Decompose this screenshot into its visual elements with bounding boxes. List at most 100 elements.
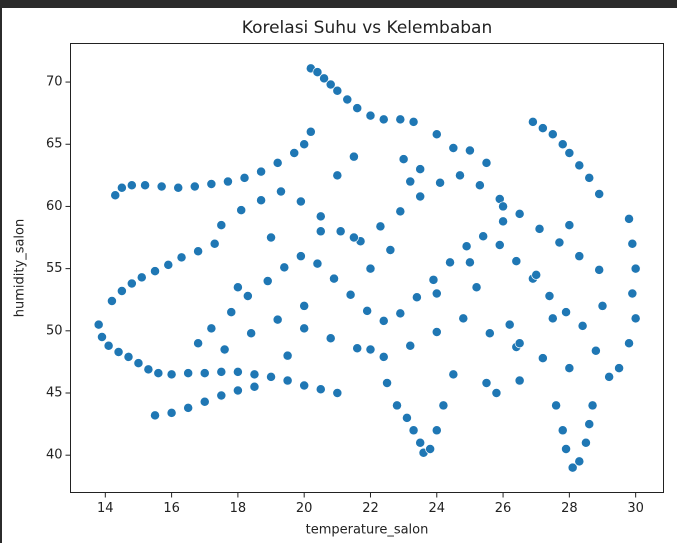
point xyxy=(332,85,343,96)
point xyxy=(405,176,416,187)
point xyxy=(498,216,509,227)
point xyxy=(471,282,482,293)
point xyxy=(262,276,273,287)
point xyxy=(494,240,505,250)
point xyxy=(199,368,210,379)
point xyxy=(630,263,641,274)
point xyxy=(348,232,359,243)
point xyxy=(385,245,396,255)
x-tick-label: 20 xyxy=(296,501,313,516)
point xyxy=(249,369,260,380)
point xyxy=(232,282,243,293)
point xyxy=(299,380,310,391)
point xyxy=(242,291,253,301)
point xyxy=(395,114,406,125)
point xyxy=(375,221,386,232)
point xyxy=(378,351,389,362)
point xyxy=(345,289,356,300)
point xyxy=(448,143,459,153)
point xyxy=(325,333,336,344)
point xyxy=(312,258,323,269)
point xyxy=(630,313,641,324)
point xyxy=(415,437,426,448)
point xyxy=(624,213,634,224)
chart-title: Korelasi Suhu vs Kelembaban xyxy=(242,18,492,38)
point xyxy=(604,371,615,382)
point xyxy=(183,402,194,413)
point xyxy=(299,323,310,334)
point xyxy=(299,139,310,150)
point xyxy=(352,103,363,114)
point xyxy=(319,73,330,84)
point xyxy=(392,400,402,411)
x-tick-label: 24 xyxy=(429,501,446,516)
point xyxy=(527,116,538,127)
point xyxy=(266,371,276,382)
point xyxy=(166,407,177,418)
point xyxy=(315,384,326,395)
point xyxy=(564,148,575,158)
point xyxy=(246,328,257,339)
point xyxy=(232,366,243,377)
point xyxy=(435,177,446,188)
point xyxy=(474,180,485,191)
point xyxy=(219,344,230,355)
point xyxy=(408,425,419,436)
point xyxy=(537,353,548,364)
point xyxy=(163,259,174,270)
point xyxy=(614,363,625,374)
y-tick-label: 60 xyxy=(46,199,63,214)
y-tick-label: 65 xyxy=(46,137,63,152)
point xyxy=(272,314,283,325)
point xyxy=(222,176,233,187)
point xyxy=(282,375,293,386)
point xyxy=(282,350,293,361)
point xyxy=(126,180,137,191)
x-tick-label: 18 xyxy=(230,501,247,516)
point xyxy=(150,266,160,277)
x-tick-label: 22 xyxy=(362,501,379,516)
point xyxy=(116,286,127,296)
point xyxy=(266,232,276,243)
point xyxy=(133,358,144,369)
point xyxy=(395,308,406,319)
point xyxy=(348,151,359,162)
point xyxy=(455,170,465,181)
y-tick-label: 50 xyxy=(46,323,63,338)
point xyxy=(143,364,154,375)
point xyxy=(150,410,160,421)
point xyxy=(342,94,353,105)
point xyxy=(514,208,525,219)
point xyxy=(378,315,389,326)
y-tick-label: 70 xyxy=(46,75,63,90)
point xyxy=(232,385,243,396)
point xyxy=(365,344,376,355)
point xyxy=(305,126,316,137)
point xyxy=(106,296,117,306)
point xyxy=(425,444,436,454)
point xyxy=(498,201,509,212)
point xyxy=(216,366,227,377)
point xyxy=(567,462,578,473)
point xyxy=(408,116,419,127)
point xyxy=(249,381,260,392)
point xyxy=(431,327,442,338)
point xyxy=(561,444,571,454)
point xyxy=(544,291,555,301)
point xyxy=(116,182,127,193)
point xyxy=(531,269,542,280)
point xyxy=(352,343,363,354)
point xyxy=(537,123,548,134)
point xyxy=(481,157,492,168)
point xyxy=(206,179,217,189)
point xyxy=(415,164,426,175)
point xyxy=(216,390,227,401)
point xyxy=(362,305,373,316)
point xyxy=(378,114,389,125)
point xyxy=(587,400,598,411)
point xyxy=(256,166,267,177)
point xyxy=(382,378,393,388)
point xyxy=(574,251,585,262)
point xyxy=(590,345,601,356)
point xyxy=(209,238,220,249)
